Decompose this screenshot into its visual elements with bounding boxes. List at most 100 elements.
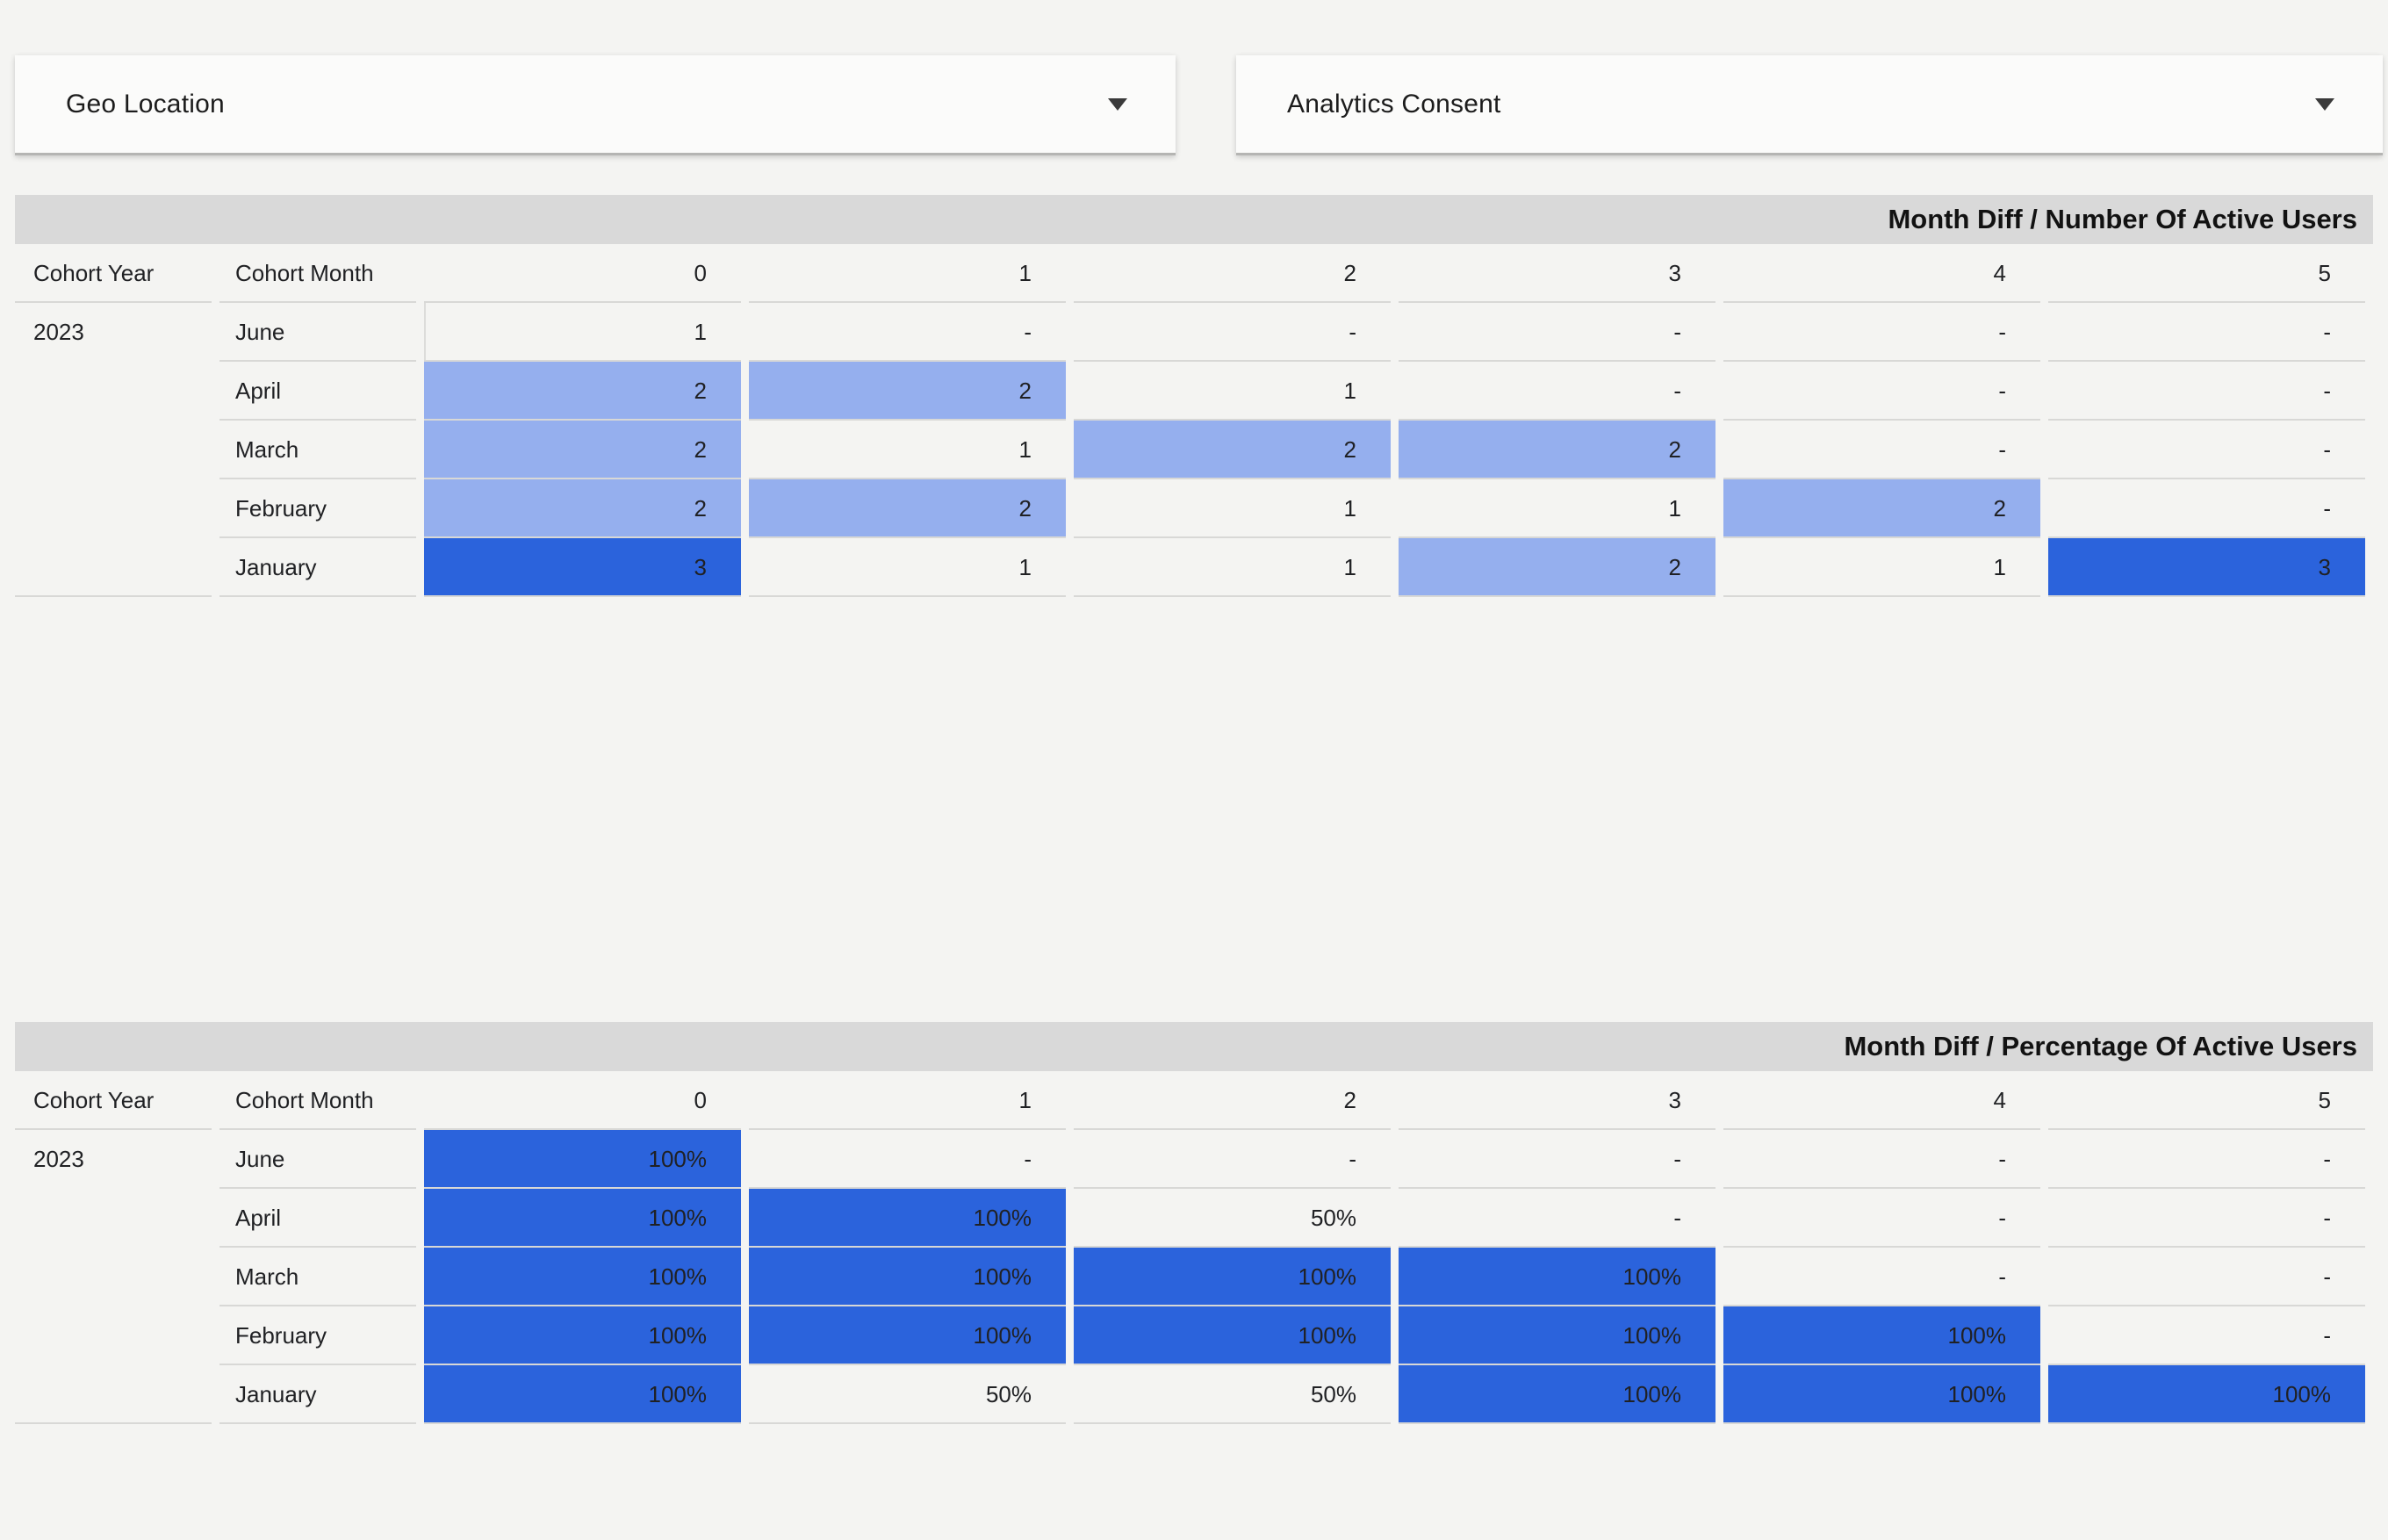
cell-value: 100% bbox=[973, 1263, 1032, 1290]
filter-geo-location[interactable]: Geo Location bbox=[15, 55, 1176, 155]
cohort-cell: - bbox=[2048, 421, 2373, 479]
cell-value: 50% bbox=[1310, 1205, 1356, 1231]
cell-value: 100% bbox=[1947, 1322, 2007, 1349]
heat-fill bbox=[1074, 421, 1391, 478]
column-header: 1 bbox=[749, 1071, 1074, 1130]
column-header: 0 bbox=[424, 244, 749, 303]
row-label-year: 2023 bbox=[15, 303, 219, 597]
cell-value: 1 bbox=[1343, 495, 1356, 522]
heat-fill bbox=[749, 1306, 1066, 1364]
cell-value: 50% bbox=[985, 1381, 1032, 1407]
column-header: 5 bbox=[2048, 244, 2373, 303]
filter-analytics-consent-label: Analytics Consent bbox=[1287, 89, 1501, 119]
filter-geo-location-label: Geo Location bbox=[66, 89, 225, 119]
cohort-cell: - bbox=[1723, 1248, 2048, 1306]
column-header: Cohort Month bbox=[219, 244, 424, 303]
dropdown-arrow-icon bbox=[1108, 97, 1127, 111]
cohort-cell: 100% bbox=[424, 1365, 749, 1424]
row-label-month: June bbox=[219, 303, 424, 362]
table-row: February 100% 100% 100% 100% 100% - bbox=[15, 1306, 2373, 1365]
cohort-cell: 50% bbox=[749, 1365, 1074, 1424]
cohort-cell: 100% bbox=[1074, 1306, 1399, 1365]
cell-value: 100% bbox=[1298, 1263, 1357, 1290]
cell-value: - bbox=[1673, 1205, 1681, 1231]
cohort-cell: 100% bbox=[1074, 1248, 1399, 1306]
column-header: Cohort Month bbox=[219, 1071, 424, 1130]
table-row: January 100% 50% 50% 100% 100% 100% bbox=[15, 1365, 2373, 1424]
cell-value: 100% bbox=[648, 1381, 708, 1407]
cell-value: 2 bbox=[1343, 436, 1356, 463]
table-row: April 2 2 1 - - - bbox=[15, 362, 2373, 421]
column-header: 5 bbox=[2048, 1071, 2373, 1130]
cohort-cell: - bbox=[1723, 303, 2048, 362]
heat-fill bbox=[2048, 538, 2365, 595]
cohort-cell: 1 bbox=[1074, 538, 1399, 597]
cohort-cell: 100% bbox=[1399, 1248, 1723, 1306]
heat-fill bbox=[1723, 1306, 2040, 1364]
cell-value: 1 bbox=[694, 319, 707, 345]
cell-value: 2 bbox=[1668, 436, 1681, 463]
row-label-month: April bbox=[219, 362, 424, 421]
cell-value: 1 bbox=[1993, 554, 2006, 580]
cohort-cell: 100% bbox=[424, 1306, 749, 1365]
table-row: April 100% 100% 50% - - - bbox=[15, 1189, 2373, 1248]
table-row: March 2 1 2 2 - - bbox=[15, 421, 2373, 479]
heat-fill bbox=[1399, 1365, 1715, 1422]
cohort-cell: 1 bbox=[1074, 362, 1399, 421]
cell-value: - bbox=[1673, 319, 1681, 345]
column-header: 1 bbox=[749, 244, 1074, 303]
cohort-cell: 1 bbox=[749, 538, 1074, 597]
dropdown-arrow-icon bbox=[2315, 97, 2334, 111]
cohort-cell: - bbox=[749, 303, 1074, 362]
filter-analytics-consent[interactable]: Analytics Consent bbox=[1236, 55, 2383, 155]
cell-value: - bbox=[1349, 1146, 1356, 1172]
cell-value: 1 bbox=[1343, 554, 1356, 580]
cohort-cell: - bbox=[1723, 362, 2048, 421]
table-row: 2023 June 100% - - - - - bbox=[15, 1130, 2373, 1424]
column-header: 3 bbox=[1399, 1071, 1723, 1130]
cohort-cell: 100% bbox=[2048, 1365, 2373, 1424]
heat-fill bbox=[1399, 538, 1715, 595]
heat-fill bbox=[1074, 1248, 1391, 1305]
cell-value: 2 bbox=[1018, 495, 1032, 522]
cell-value: 50% bbox=[1310, 1381, 1356, 1407]
cohort-cell: 100% bbox=[1399, 1306, 1723, 1365]
cell-value: - bbox=[1998, 1205, 2006, 1231]
cell-value: 100% bbox=[1622, 1322, 1682, 1349]
cohort-cell: 2 bbox=[424, 479, 749, 538]
cell-value: - bbox=[1673, 1146, 1681, 1172]
heat-fill bbox=[424, 1248, 741, 1305]
heat-fill bbox=[424, 1306, 741, 1364]
cohort-cell: - bbox=[2048, 1130, 2373, 1189]
cohort-cell: 2 bbox=[1723, 479, 2048, 538]
cell-value: - bbox=[2323, 1205, 2331, 1231]
cohort-cell: - bbox=[2048, 479, 2373, 538]
cohort-cell: 100% bbox=[749, 1189, 1074, 1248]
row-label-month: March bbox=[219, 1248, 424, 1306]
row-label-year: 2023 bbox=[15, 1130, 219, 1424]
cohort-cell: 100% bbox=[1723, 1365, 2048, 1424]
cell-value: 2 bbox=[694, 436, 707, 463]
cohort-grid: Cohort Year Cohort Month 0 1 2 3 4 5 2023 June 1-… bbox=[15, 244, 2373, 597]
row-label-month: February bbox=[219, 479, 424, 538]
cohort-table-percentage-users: Month Diff / Percentage Of Active Users … bbox=[15, 1022, 2373, 1424]
cohort-cell: 100% bbox=[424, 1189, 749, 1248]
cell-value: 100% bbox=[1298, 1322, 1357, 1349]
cell-value: - bbox=[1673, 378, 1681, 404]
cohort-cell: 2 bbox=[749, 479, 1074, 538]
cell-value: 3 bbox=[694, 554, 707, 580]
column-header: 4 bbox=[1723, 244, 2048, 303]
cell-value: 2 bbox=[1018, 378, 1032, 404]
row-label-month: February bbox=[219, 1306, 424, 1365]
heat-fill bbox=[749, 1248, 1066, 1305]
cohort-cell: 2 bbox=[749, 362, 1074, 421]
heat-fill bbox=[424, 1189, 741, 1246]
row-label-month: June bbox=[219, 1130, 424, 1189]
cohort-cell: 50% bbox=[1074, 1189, 1399, 1248]
cell-value: 2 bbox=[694, 378, 707, 404]
heat-fill bbox=[749, 1189, 1066, 1246]
column-header-row: Cohort Year Cohort Month 0 1 2 3 4 5 bbox=[15, 1071, 2373, 1130]
cohort-cell: 2 bbox=[1074, 421, 1399, 479]
cohort-cell: 1 bbox=[1723, 538, 2048, 597]
cohort-cell: 100% bbox=[749, 1248, 1074, 1306]
